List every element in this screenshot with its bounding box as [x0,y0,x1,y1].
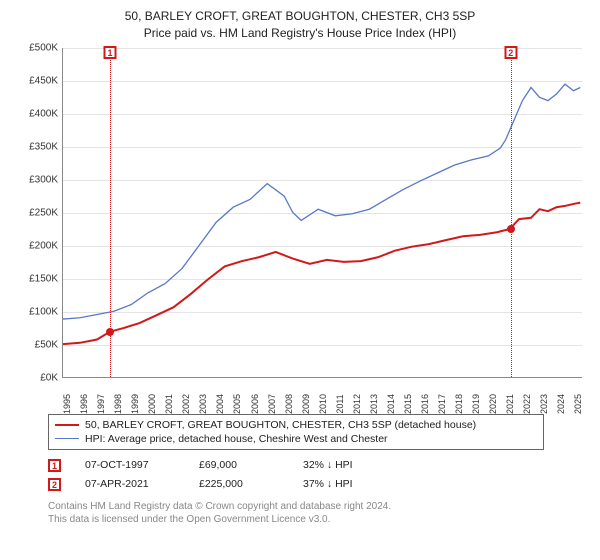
x-tick-label: 2009 [301,394,311,414]
x-tick-label: 2002 [181,394,191,414]
x-tick-label: 2014 [386,394,396,414]
x-tick-label: 2020 [488,394,498,414]
y-tick-label: £500K [18,42,58,53]
chart-area: £0K £50K £100K £150K £200K £250K £300K £350K £40… [18,48,588,408]
sale-price: £225,000 [199,478,279,490]
x-tick-label: 2006 [250,394,260,414]
swatch-hpi [55,438,79,439]
legend: 50, BARLEY CROFT, GREAT BOUGHTON, CHESTE… [48,414,544,450]
x-tick-label: 2022 [522,394,532,414]
plot-area: 12 [62,48,582,378]
title-block: 50, BARLEY CROFT, GREAT BOUGHTON, CHESTE… [12,8,588,42]
x-tick-label: 2005 [232,394,242,414]
sale-delta: 37% ↓ HPI [303,478,403,490]
y-tick-label: £250K [18,207,58,218]
x-tick-label: 2010 [318,394,328,414]
x-tick-label: 1998 [113,394,123,414]
y-tick-label: £450K [18,75,58,86]
x-tick-label: 2004 [215,394,225,414]
y-tick-label: £350K [18,141,58,152]
x-tick-label: 2016 [420,394,430,414]
x-tick-label: 1995 [62,394,72,414]
legend-item-price-paid: 50, BARLEY CROFT, GREAT BOUGHTON, CHESTE… [55,418,537,432]
footer: Contains HM Land Registry data © Crown c… [48,500,588,526]
x-tick-label: 2007 [267,394,277,414]
x-tick-label: 1997 [96,394,106,414]
legend-item-hpi: HPI: Average price, detached house, Ches… [55,432,537,446]
sale-index-box: 2 [48,478,61,491]
y-tick-label: £100K [18,306,58,317]
x-tick-label: 2017 [437,394,447,414]
legend-label-2: HPI: Average price, detached house, Ches… [85,433,388,445]
sale-date: 07-OCT-1997 [85,459,175,471]
y-tick-label: £400K [18,108,58,119]
x-axis-labels: 1995199619971998199920002001200220032004… [62,380,582,408]
sale-row: 1 07-OCT-1997 £69,000 32% ↓ HPI [48,456,588,475]
x-tick-label: 2019 [471,394,481,414]
x-tick-label: 2008 [284,394,294,414]
title-line-1: 50, BARLEY CROFT, GREAT BOUGHTON, CHESTE… [12,8,588,25]
sale-row: 2 07-APR-2021 £225,000 37% ↓ HPI [48,475,588,494]
sale-index-box: 1 [48,459,61,472]
chart-lines [63,48,582,377]
x-tick-label: 2024 [556,394,566,414]
footer-line-1: Contains HM Land Registry data © Crown c… [48,500,588,513]
series-price-paid [63,202,580,343]
x-tick-label: 2012 [352,394,362,414]
x-tick-label: 2021 [505,394,515,414]
swatch-price-paid [55,424,79,426]
sale-price: £69,000 [199,459,279,471]
y-tick-label: £200K [18,240,58,251]
x-tick-label: 2015 [403,394,413,414]
marker-box-2: 2 [504,46,517,59]
y-tick-label: £150K [18,273,58,284]
x-tick-label: 1999 [130,394,140,414]
x-tick-label: 2011 [335,394,345,413]
marker-dot-2 [507,225,515,233]
footer-line-2: This data is licensed under the Open Gov… [48,513,588,526]
sale-delta: 32% ↓ HPI [303,459,403,471]
x-tick-label: 1996 [79,394,89,414]
sales-list: 1 07-OCT-1997 £69,000 32% ↓ HPI 2 07-APR-2021… [48,456,588,494]
marker-dot-1 [106,328,114,336]
x-tick-label: 2013 [369,394,379,414]
series-hpi [63,84,580,319]
chart-container: 50, BARLEY CROFT, GREAT BOUGHTON, CHESTE… [0,0,600,560]
x-tick-label: 2023 [539,394,549,414]
legend-label-1: 50, BARLEY CROFT, GREAT BOUGHTON, CHESTE… [85,419,476,431]
y-tick-label: £300K [18,174,58,185]
sale-date: 07-APR-2021 [85,478,175,490]
x-tick-label: 2018 [454,394,464,414]
y-tick-label: £50K [18,339,58,350]
x-tick-label: 2025 [573,394,583,414]
title-line-2: Price paid vs. HM Land Registry's House … [12,25,588,42]
y-tick-label: £0K [18,372,58,383]
x-tick-label: 2003 [198,394,208,414]
x-tick-label: 2001 [164,394,174,414]
marker-line-2 [511,48,512,377]
x-tick-label: 2000 [147,394,157,414]
marker-box-1: 1 [104,46,117,59]
